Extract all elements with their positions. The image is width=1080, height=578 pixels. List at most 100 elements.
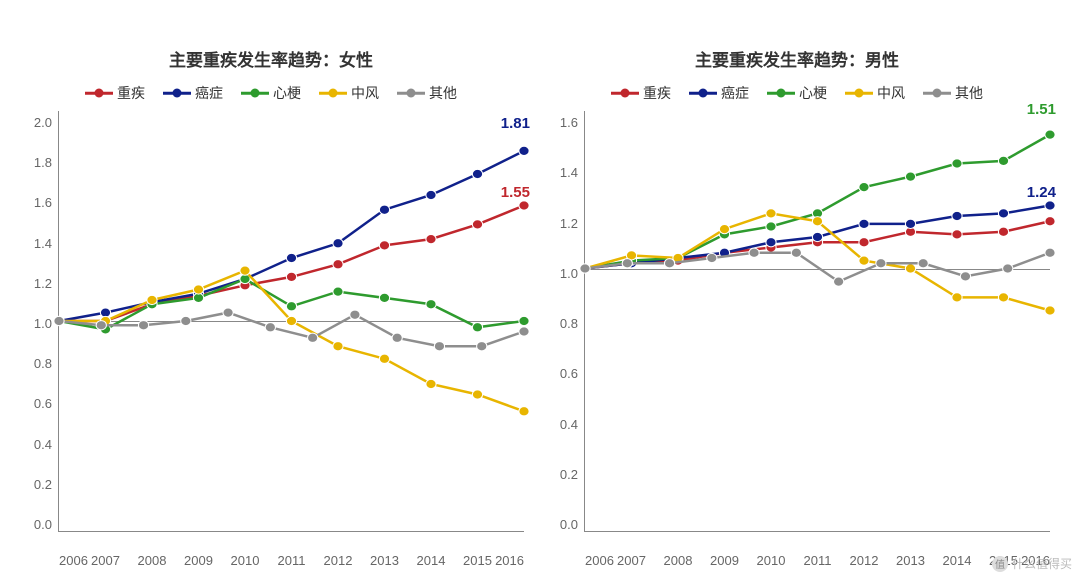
series-point (333, 287, 343, 296)
series-point (519, 201, 529, 210)
x-tick: 2014 (417, 553, 446, 568)
legend-item-stroke: 中风 (319, 83, 379, 103)
x-tick: 2013 (370, 553, 399, 568)
watermark-icon: 值 (992, 556, 1008, 572)
series-point (54, 316, 64, 325)
series-point (379, 293, 389, 302)
watermark: 值 什么值得买 (992, 555, 1072, 572)
series-point (426, 300, 436, 309)
series-point (905, 219, 915, 228)
series-point (766, 238, 776, 247)
series-point (719, 225, 729, 234)
legend-item-mi: 心梗 (241, 83, 301, 103)
series-point (426, 234, 436, 243)
y-tick: 0.6 (18, 396, 52, 411)
x-tick: 2010 (757, 553, 786, 568)
y-tick: 1.4 (18, 236, 52, 251)
series-point (286, 316, 296, 325)
y-tick: 0.8 (18, 356, 52, 371)
y-tick: 0.4 (18, 437, 52, 452)
series-point (952, 159, 962, 168)
legend-swatch (241, 86, 269, 100)
chart-title: 主要重疾发生率趋势：男性 (544, 46, 1050, 71)
legend: 重疾癌症心梗中风其他 (544, 83, 1050, 103)
series-point (477, 342, 487, 351)
x-tick: 2014 (943, 553, 972, 568)
y-tick: 0.2 (544, 467, 578, 482)
series-point (193, 293, 203, 302)
legend-swatch (611, 86, 639, 100)
y-axis: 1.61.41.21.00.80.60.40.20.0 (544, 111, 584, 554)
series-point (859, 238, 869, 247)
series-point (960, 272, 970, 281)
series-point (223, 308, 233, 317)
series-point (350, 310, 360, 319)
legend-item-cancer: 癌症 (163, 83, 223, 103)
series-point (286, 253, 296, 262)
legend-label: 中风 (877, 83, 905, 103)
x-tick: 2010 (231, 553, 260, 568)
legend-swatch (767, 86, 795, 100)
series-point (918, 259, 928, 268)
series-line-stroke (59, 271, 524, 412)
plot-wrap: 1.61.41.21.00.80.60.40.20.01.241.5120062… (544, 111, 1050, 554)
series-point (766, 209, 776, 218)
series-point (859, 183, 869, 192)
series-point (905, 172, 915, 181)
series-point (392, 333, 402, 342)
x-tick: 2006 (59, 553, 88, 568)
watermark-text: 什么值得买 (1012, 555, 1072, 572)
series-point (96, 321, 106, 330)
y-tick: 0.0 (544, 517, 578, 532)
legend-item-other: 其他 (397, 83, 457, 103)
plot-area: 1.241.5120062007200820092010201120122013… (584, 111, 1050, 532)
series-point (472, 220, 482, 229)
series-point (812, 232, 822, 241)
series-svg (59, 111, 524, 531)
legend-item-other: 其他 (923, 83, 983, 103)
legend-label: 心梗 (799, 83, 827, 103)
y-tick: 1.4 (544, 165, 578, 180)
legend-label: 重疾 (117, 83, 145, 103)
series-point (1045, 306, 1055, 315)
series-point (1045, 248, 1055, 257)
legend: 重疾癌症 心梗中风其他 (18, 83, 524, 103)
x-tick: 2012 (850, 553, 879, 568)
y-tick: 1.2 (18, 276, 52, 291)
series-point (812, 217, 822, 226)
series-point (622, 259, 632, 268)
y-tick: 0.4 (544, 417, 578, 432)
legend-label: 心梗 (273, 83, 301, 103)
x-tick: 2015 (463, 553, 492, 568)
series-point (333, 260, 343, 269)
y-tick: 1.6 (544, 115, 578, 130)
y-tick: 1.8 (18, 155, 52, 170)
series-point (998, 209, 1008, 218)
legend-swatch (397, 86, 425, 100)
y-tick: 1.2 (544, 216, 578, 231)
series-point (859, 219, 869, 228)
series-point (998, 293, 1008, 302)
series-point (519, 327, 529, 336)
x-tick: 2007 (617, 553, 646, 568)
series-point (308, 333, 318, 342)
series-point (379, 241, 389, 250)
x-tick: 2009 (184, 553, 213, 568)
series-point (791, 248, 801, 257)
series-point (193, 285, 203, 294)
series-point (519, 407, 529, 416)
series-point (998, 156, 1008, 165)
series-point (952, 211, 962, 220)
series-line-cancer (59, 151, 524, 321)
series-point (664, 259, 674, 268)
series-point (1003, 264, 1013, 273)
series-point (749, 248, 759, 257)
series-point (434, 342, 444, 351)
x-tick: 2012 (324, 553, 353, 568)
series-point (379, 354, 389, 363)
series-point (859, 256, 869, 265)
series-point (1045, 130, 1055, 139)
y-axis: 2.01.81.61.41.21.00.80.60.40.20.0 (18, 111, 58, 554)
x-tick: 2006 (585, 553, 614, 568)
legend-item-cancer: 癌症 (689, 83, 749, 103)
